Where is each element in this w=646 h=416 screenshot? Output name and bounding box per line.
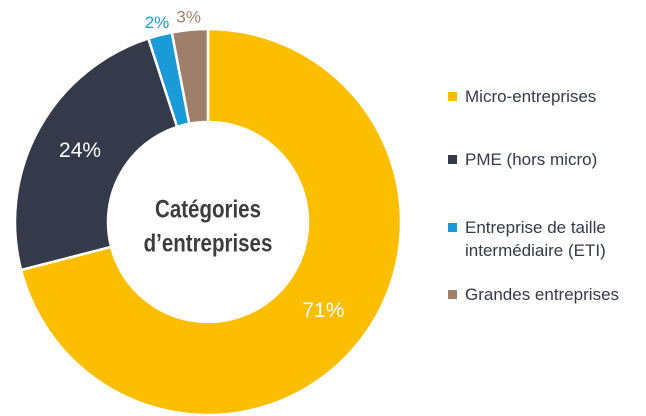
legend-label: Grandes entreprises	[465, 285, 620, 304]
legend-label: PME (hors micro)	[465, 150, 598, 169]
center-text: Catégories	[155, 195, 261, 223]
value-label: 71%	[302, 299, 344, 322]
legend-swatch	[448, 155, 457, 164]
value-label: 3%	[176, 7, 201, 26]
donut-slice	[13, 36, 179, 272]
donut-slice	[19, 27, 403, 416]
legend-item: Entreprise de taille intermédiaire (ETI)	[448, 216, 638, 262]
value-label: 24%	[59, 139, 101, 162]
value-label: 2%	[145, 13, 170, 32]
donut-slice	[170, 27, 210, 126]
legend-swatch	[448, 290, 457, 299]
legend-item: Micro-entreprises	[448, 85, 638, 108]
legend-swatch	[448, 223, 457, 232]
legend-item: PME (hors micro)	[448, 148, 638, 171]
legend-label: Micro-entreprises	[465, 87, 597, 106]
legend-label: Entreprise de taille intermédiaire (ETI)	[465, 218, 606, 260]
legend-item: Grandes entreprises	[448, 283, 638, 306]
legend-swatch	[448, 92, 457, 101]
center-text: d’entreprises	[144, 229, 273, 257]
